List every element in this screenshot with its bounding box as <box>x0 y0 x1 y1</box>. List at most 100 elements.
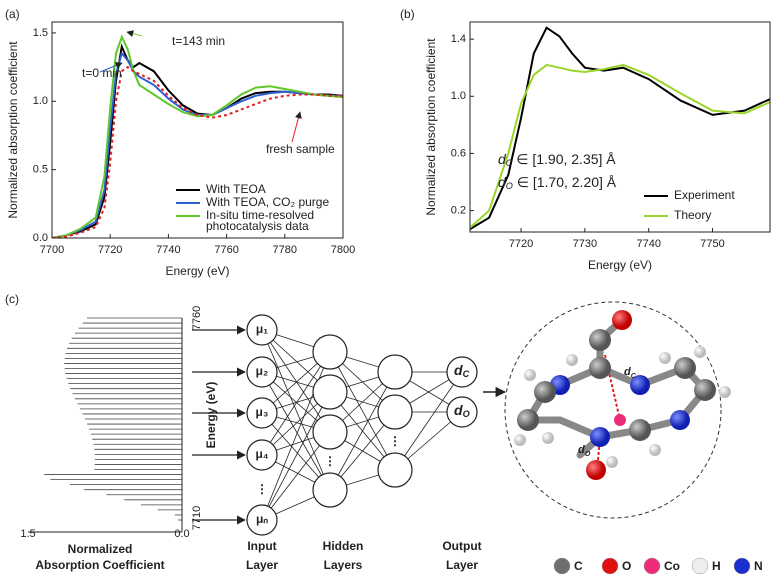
x-tick-label: 7720 <box>98 244 122 256</box>
panel-label: (b) <box>400 7 415 21</box>
subscript: C <box>463 369 470 379</box>
annotation-arrow <box>126 30 143 38</box>
layer-title: Hidden <box>323 539 364 553</box>
connection <box>261 351 331 456</box>
neuron <box>312 334 348 370</box>
element-swatch <box>553 557 571 575</box>
annotation-arrow <box>291 111 302 143</box>
annotation-text: ∈ [1.70, 2.20] Å <box>513 174 617 190</box>
series-line <box>470 63 770 229</box>
panel-label: (c) <box>5 292 19 306</box>
neuron <box>312 374 348 410</box>
element-label: O <box>622 559 631 573</box>
annotation: t=0 min <box>82 66 122 80</box>
element-swatch <box>643 557 661 575</box>
ellipsis: ⋮ <box>324 454 336 468</box>
x-tick-label: 7720 <box>509 238 533 250</box>
layer-title: Layers <box>324 558 363 572</box>
x-tick-label: 7780 <box>273 244 297 256</box>
symbol: d <box>454 402 463 418</box>
legend-label: Experiment <box>674 188 735 202</box>
symbol: d <box>454 362 463 378</box>
legend-line: photocatalysis data <box>206 219 309 233</box>
symbol: d <box>498 151 507 167</box>
series-line <box>52 65 343 238</box>
neuron <box>312 414 348 450</box>
ellipsis: ⋮ <box>389 434 401 448</box>
element-swatch <box>601 557 619 575</box>
neuron <box>377 354 413 390</box>
x-tick-label: 7740 <box>636 238 660 250</box>
annotation: fresh sample <box>266 142 335 156</box>
element-label: H <box>712 559 721 573</box>
annotation-text: ∈ [1.90, 2.35] Å <box>512 151 616 167</box>
legend-line: In-situ time-resolved <box>206 208 314 222</box>
y-tick-label: 0.6 <box>451 147 466 159</box>
element-label: C <box>574 559 583 573</box>
y-tick-label: 1.4 <box>451 33 466 45</box>
symbol-label: dO ∈ [1.70, 2.20] Å <box>498 174 617 192</box>
x-tick-label: 7750 <box>700 238 724 250</box>
y-tick-label: 1.0 <box>33 95 48 107</box>
x-tick-label: 7740 <box>156 244 180 256</box>
symbol: d <box>578 444 585 456</box>
series-line <box>470 26 770 230</box>
subscript: C <box>631 372 637 380</box>
input-node-label: μ₁ <box>256 322 268 336</box>
annotation: t=143 min <box>172 34 225 48</box>
layer-title: Input <box>247 539 276 553</box>
connection <box>394 371 463 471</box>
legend-label: Theory <box>674 208 711 222</box>
neuron <box>246 397 278 429</box>
input-node-label: μₙ <box>256 512 268 526</box>
x-axis-title: Normalized <box>68 542 133 556</box>
y-tick-label: 7710 <box>191 506 203 530</box>
plot-frame <box>469 21 771 233</box>
annotation-arrow <box>99 62 123 73</box>
layer-title: Output <box>442 539 481 553</box>
neuron <box>246 314 278 346</box>
neuron <box>246 504 278 536</box>
legend-label: With TEOA <box>206 182 266 196</box>
subscript: C <box>506 158 513 168</box>
molecule <box>504 301 731 519</box>
x-tick-label: 7760 <box>214 244 238 256</box>
element-label: N <box>754 559 763 573</box>
y-tick-label: 1.5 <box>33 27 48 39</box>
panel-label: (a) <box>5 7 20 21</box>
neuron <box>246 439 278 471</box>
series-line <box>52 34 343 238</box>
connection <box>329 371 396 491</box>
y-axis-title: Energy (eV) <box>204 382 218 449</box>
legend-label: With TEOA, CO₂ purge <box>206 195 329 209</box>
subscript: O <box>506 181 513 191</box>
y-axis-title: Normalized absorption coefficient <box>424 38 438 216</box>
legend-label: In-situ time-resolved photocatalysis data <box>206 208 314 233</box>
symbol: d <box>498 174 507 190</box>
symbol: d <box>624 366 631 378</box>
y-tick-label: 0.5 <box>33 164 48 176</box>
legend-box <box>172 182 342 230</box>
y-axis-title: Normalized absorption coefficient <box>6 41 20 219</box>
connection <box>261 431 331 521</box>
element-swatch <box>691 557 709 575</box>
symbol-label: dC ∈ [1.90, 2.35] Å <box>498 151 616 169</box>
x-tick-label: 0.0 <box>174 528 189 540</box>
subscript: O <box>585 450 591 458</box>
y-tick-label: 1.0 <box>451 90 466 102</box>
element-label: Co <box>664 559 680 573</box>
layer-title: Layer <box>446 558 478 572</box>
neuron <box>377 394 413 430</box>
y-tick-label: 0.0 <box>33 232 48 244</box>
x-axis-title: Absorption Coefficient <box>35 558 164 572</box>
neuron <box>446 396 478 428</box>
x-tick-label: 7800 <box>331 244 355 256</box>
element-swatch <box>733 557 751 575</box>
symbol-label: dO <box>454 402 470 420</box>
connection <box>261 391 331 521</box>
neuron <box>312 472 348 508</box>
neuron <box>446 356 478 388</box>
plot-frame <box>51 21 344 239</box>
neuron <box>377 452 413 488</box>
